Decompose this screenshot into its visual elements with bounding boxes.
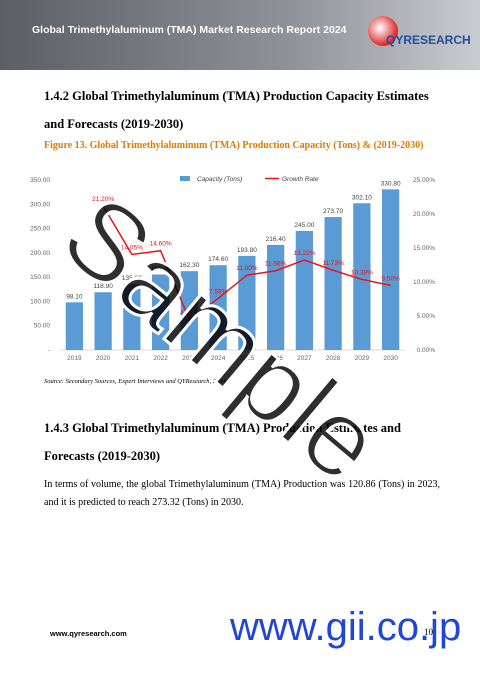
logo: QYRESEARCH: [386, 33, 471, 47]
header: Global Trimethylaluminum (TMA) Market Re…: [0, 0, 480, 70]
y2-tick-label: 10.00%: [413, 279, 435, 286]
x-tick-label: 2024: [211, 355, 226, 362]
bar-label: 245.00: [294, 222, 314, 229]
bar-label: 98.10: [66, 293, 83, 300]
bar: [152, 274, 170, 350]
x-tick-label: 2028: [326, 355, 341, 362]
line: [102, 205, 391, 321]
bar: [324, 217, 342, 350]
bar-label: 118.90: [93, 283, 113, 290]
watermark: www.gii.co.jp: [230, 605, 462, 649]
line-label: 14.60%: [150, 241, 172, 248]
bar-label: 174.60: [208, 256, 228, 263]
figure-caption: Figure 13. Global Trimethylaluminum (TMA…: [44, 140, 424, 151]
y-tick-label: 150.00: [30, 274, 50, 281]
source-note: Source: Secondary Sources, Expert Interv…: [44, 378, 226, 385]
page-number: 10: [424, 627, 433, 637]
bar: [382, 189, 400, 350]
line-label: 10.38%: [351, 269, 373, 276]
section-heading: 1.4.2 Global Trimethylaluminum (TMA) Pro…: [44, 89, 429, 131]
bar: [209, 265, 227, 350]
legend-swatch: [180, 176, 190, 181]
line-label: 11.73%: [322, 260, 344, 267]
line-label: 11.66%: [265, 261, 287, 268]
bar: [123, 284, 141, 350]
x-tick-label: 2030: [383, 355, 398, 362]
bar: [295, 231, 313, 350]
header-title: Global Trimethylaluminum (TMA) Market Re…: [32, 24, 347, 36]
x-tick-label: 2027: [297, 355, 312, 362]
x-tick-label: 2025: [240, 355, 255, 362]
bar-label: 273.70: [323, 208, 343, 215]
y2-tick-label: 20.00%: [413, 211, 435, 218]
x-tick-label: 2019: [67, 355, 82, 362]
line-label: 4.44%: [180, 310, 199, 317]
x-tick-label: 2029: [355, 355, 370, 362]
bar: [180, 271, 198, 350]
legend-label: Growth Rate: [282, 176, 319, 183]
y-tick-label: 300.00: [30, 201, 50, 208]
paragraph: In terms of volume, the global Trimethyl…: [44, 479, 440, 508]
line-label: 11.00%: [236, 265, 258, 272]
y2-tick-label: 0.00%: [417, 347, 436, 354]
section-heading: 1.4.3 Global Trimethylaluminum (TMA) Pro…: [44, 421, 401, 463]
y2-tick-label: 5.00%: [417, 313, 436, 320]
y-tick-label: 200.00: [30, 250, 50, 257]
chart: - 50.00 100.00 150.00 200.00 250.00 300.00 350.…: [30, 176, 436, 362]
y2-tick-label: 15.00%: [413, 245, 435, 252]
line-label: 9.50%: [381, 275, 400, 282]
bar-label: 162.30: [179, 262, 199, 269]
bar-label: 193.80: [237, 247, 257, 254]
y-tick-label: 100.00: [30, 298, 50, 305]
bar: [353, 203, 371, 350]
x-tick-label: 2023: [182, 355, 197, 362]
y2-tick-label: 25.00%: [413, 177, 435, 184]
y-tick-label: -: [48, 347, 50, 354]
bar-label: 155.40: [151, 266, 171, 273]
x-tick-label: 2026: [268, 355, 283, 362]
x-tick-label: 2022: [153, 355, 168, 362]
bar-label: 135.60: [122, 275, 142, 282]
y-tick-label: 250.00: [30, 226, 50, 233]
logo-icon: [368, 16, 398, 46]
bar-label: 302.10: [352, 194, 372, 201]
line-label: 7.58%: [209, 288, 228, 295]
x-tick-label: 2020: [96, 355, 111, 362]
y-tick-label: 50.00: [34, 323, 51, 330]
line-label: 14.05%: [121, 244, 143, 251]
line-label: 21.20%: [92, 196, 114, 203]
bar-label: 216.40: [266, 236, 286, 243]
line-label: 13.22%: [293, 250, 315, 257]
y-tick-label: 350.00: [30, 177, 50, 184]
footer-website: www.qyresearch.com: [50, 629, 127, 638]
bar: [65, 302, 83, 350]
legend-label: Capacity (Tons): [197, 176, 242, 183]
x-tick-label: 2021: [125, 355, 140, 362]
bar-label: 330.80: [381, 180, 401, 187]
bar: [94, 292, 112, 350]
